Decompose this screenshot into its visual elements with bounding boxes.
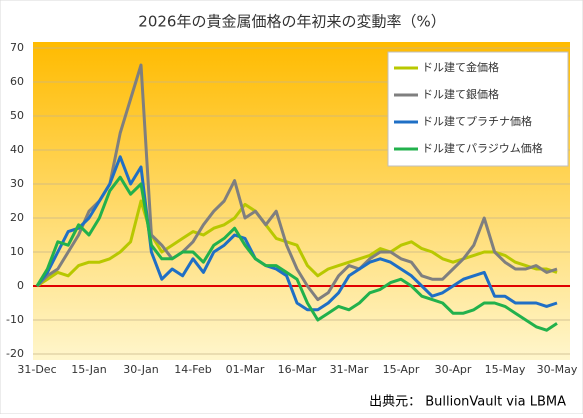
x-tick-label: 14-Feb: [174, 363, 211, 376]
y-tick-label: 20: [10, 211, 24, 224]
x-tick-label: 01-Mar: [226, 363, 265, 376]
x-tick-label: 31-Mar: [330, 363, 369, 376]
y-tick-label: 50: [10, 109, 24, 122]
y-tick-label: 60: [10, 75, 24, 88]
legend-label: ドル建てプラチナ価格: [422, 114, 532, 128]
y-tick-label: -20: [6, 347, 24, 360]
legend-label: ドル建てパラジウム価格: [422, 141, 543, 155]
y-tick-label: 10: [10, 245, 24, 258]
series-line: [35, 175, 558, 332]
y-tick-label: 70: [10, 41, 24, 54]
chart-title: 2026年の貴金属価格の年初来の変動率（%）: [138, 13, 445, 31]
series-line: [35, 155, 558, 312]
y-tick-label: 30: [10, 177, 24, 190]
x-tick-label: 30-Apr: [435, 363, 472, 376]
x-tick-label: 16-Mar: [278, 363, 317, 376]
x-tick-label: 30-May: [537, 363, 578, 376]
series-line: [35, 63, 558, 302]
y-tick-label: 40: [10, 143, 24, 156]
x-tick-label: 15-May: [485, 363, 526, 376]
legend-label: ドル建て銀価格: [422, 87, 499, 101]
x-tick-label: 30-Jan: [123, 363, 159, 376]
x-tick-label: 15-Apr: [383, 363, 420, 376]
series-line: [36, 199, 558, 288]
legend-box: [387, 51, 569, 167]
legend-label: ドル建て金価格: [422, 60, 499, 74]
x-tick-label: 31-Dec: [17, 363, 56, 376]
y-tick-label: 0: [17, 279, 24, 292]
x-tick-label: 15-Jan: [71, 363, 107, 376]
source: 出典元： BullionVault via LBMA: [369, 395, 566, 410]
y-tick-label: -10: [6, 313, 24, 326]
